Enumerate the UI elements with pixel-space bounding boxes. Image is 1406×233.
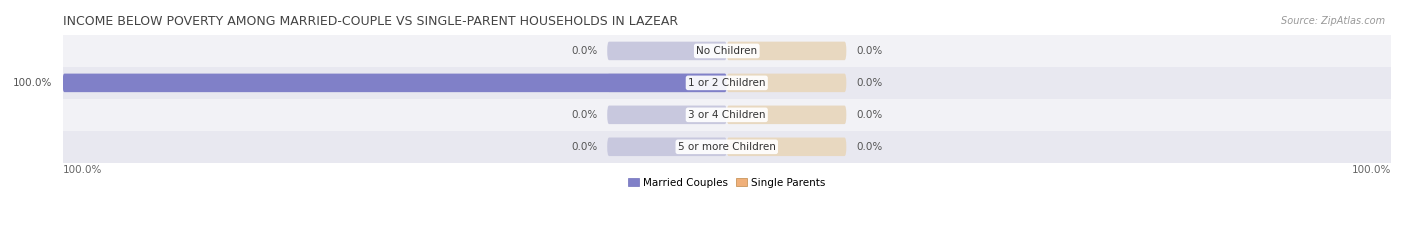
Text: 0.0%: 0.0% — [856, 110, 883, 120]
FancyBboxPatch shape — [727, 42, 846, 60]
Text: 0.0%: 0.0% — [856, 46, 883, 56]
FancyBboxPatch shape — [62, 74, 727, 92]
Bar — [62, 35, 1391, 67]
FancyBboxPatch shape — [727, 74, 846, 92]
Text: 100.0%: 100.0% — [1351, 165, 1391, 175]
Text: 5 or more Children: 5 or more Children — [678, 142, 776, 152]
FancyBboxPatch shape — [607, 42, 727, 60]
Text: 0.0%: 0.0% — [571, 142, 598, 152]
Bar — [62, 131, 1391, 163]
Text: 0.0%: 0.0% — [571, 110, 598, 120]
Bar — [62, 67, 1391, 99]
Legend: Married Couples, Single Parents: Married Couples, Single Parents — [624, 174, 830, 192]
FancyBboxPatch shape — [727, 137, 846, 156]
Text: INCOME BELOW POVERTY AMONG MARRIED-COUPLE VS SINGLE-PARENT HOUSEHOLDS IN LAZEAR: INCOME BELOW POVERTY AMONG MARRIED-COUPL… — [62, 15, 678, 28]
FancyBboxPatch shape — [607, 137, 727, 156]
Text: 100.0%: 100.0% — [62, 165, 101, 175]
Text: No Children: No Children — [696, 46, 758, 56]
Text: 1 or 2 Children: 1 or 2 Children — [688, 78, 765, 88]
Text: 0.0%: 0.0% — [571, 46, 598, 56]
FancyBboxPatch shape — [607, 106, 727, 124]
Text: 0.0%: 0.0% — [856, 78, 883, 88]
Text: Source: ZipAtlas.com: Source: ZipAtlas.com — [1281, 16, 1385, 26]
FancyBboxPatch shape — [727, 106, 846, 124]
Text: 3 or 4 Children: 3 or 4 Children — [688, 110, 765, 120]
FancyBboxPatch shape — [607, 74, 727, 92]
Text: 100.0%: 100.0% — [13, 78, 52, 88]
Bar — [62, 99, 1391, 131]
Text: 0.0%: 0.0% — [856, 142, 883, 152]
